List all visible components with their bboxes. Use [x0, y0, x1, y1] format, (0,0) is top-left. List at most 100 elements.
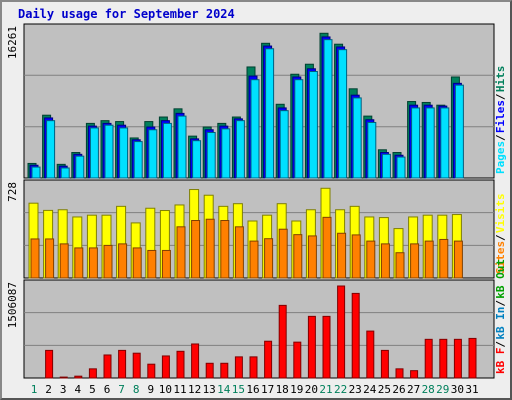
bar-top-pages-day-10: [162, 122, 172, 179]
bar-middle-sites-day-6: [103, 244, 113, 279]
x-tick-label-day-22: 22: [334, 383, 347, 396]
bar-middle-sites-day-8: [132, 247, 142, 279]
x-tick-label-day-13: 13: [203, 383, 216, 396]
bar-middle-sites-day-21: [322, 216, 332, 279]
bar-bottom-kb-f-day-31: [468, 337, 477, 379]
bar-bottom-kb-f-day-25: [380, 349, 389, 379]
x-tick-label-day-23: 23: [349, 383, 362, 396]
bar-bottom-kb-f-day-29: [439, 338, 448, 379]
x-tick-label-day-4: 4: [74, 383, 81, 396]
x-tick-label-day-2: 2: [45, 383, 52, 396]
bar-middle-sites-day-9: [147, 249, 157, 279]
bar-middle-sites-day-11: [176, 226, 186, 279]
panel-bottom-background: [23, 279, 495, 379]
legend-pages: Pages: [494, 141, 507, 174]
bar-bottom-kb-f-day-17: [264, 340, 273, 379]
legend-sites: Sites: [494, 241, 507, 274]
panel-middle-ymax-label: 728: [6, 182, 19, 202]
bar-bottom-kb-f-day-26: [395, 368, 404, 379]
x-tick-label-day-1: 1: [31, 383, 38, 396]
x-tick-label-day-10: 10: [159, 383, 172, 396]
bar-top-pages-day-23: [352, 97, 362, 179]
bar-bottom-kb-f-day-5: [88, 368, 97, 379]
bar-middle-sites-day-28: [424, 240, 434, 279]
bar-top-pages-day-29: [440, 107, 450, 179]
x-tick-label-day-21: 21: [319, 383, 332, 396]
legend-hits: Hits: [494, 66, 507, 93]
x-tick-label-day-8: 8: [133, 383, 140, 396]
x-tick-label-day-24: 24: [363, 383, 377, 396]
bar-middle-sites-day-15: [234, 226, 244, 279]
x-tick-label-day-18: 18: [276, 383, 289, 396]
legend-files: Files: [494, 100, 507, 133]
bar-middle-sites-day-20: [307, 235, 317, 279]
bar-middle-sites-day-29: [439, 238, 449, 279]
legend-kb-f: kB F: [494, 348, 507, 375]
bar-bottom-kb-f-day-10: [161, 355, 170, 379]
bar-middle-sites-day-24: [366, 240, 376, 279]
legend-separator: /: [494, 134, 507, 141]
x-tick-label-day-15: 15: [232, 383, 245, 396]
bar-middle-sites-day-23: [351, 234, 361, 279]
bar-middle-sites-day-3: [59, 243, 69, 279]
bar-bottom-kb-f-day-15: [234, 356, 243, 379]
bar-bottom-kb-f-day-8: [132, 352, 141, 379]
bar-top-pages-day-26: [396, 156, 406, 179]
bar-top-pages-day-6: [104, 124, 114, 179]
bar-top-pages-day-16: [250, 79, 260, 179]
bar-bottom-kb-f-day-4: [74, 375, 83, 379]
bar-top-pages-day-28: [425, 107, 435, 179]
bar-top-pages-day-22: [338, 49, 348, 179]
bar-bottom-kb-f-day-24: [366, 330, 375, 379]
bar-middle-sites-day-26: [395, 252, 405, 279]
x-tick-label-day-12: 12: [188, 383, 201, 396]
bar-middle-sites-day-4: [74, 247, 84, 279]
x-tick-label-day-29: 29: [436, 383, 449, 396]
bar-bottom-kb-f-day-22: [337, 285, 346, 379]
bar-bottom-kb-f-day-27: [410, 370, 419, 379]
bar-top-pages-day-1: [31, 166, 41, 179]
bar-middle-sites-day-19: [293, 234, 303, 279]
bar-middle-sites-day-12: [191, 220, 201, 279]
legend-kb-in: kB In: [494, 307, 507, 340]
bar-top-pages-day-27: [411, 107, 421, 179]
x-tick-label-day-6: 6: [104, 383, 111, 396]
bar-middle-sites-day-1: [30, 238, 40, 279]
bar-bottom-kb-f-day-6: [103, 354, 112, 379]
bar-bottom-kb-f-day-20: [307, 315, 316, 379]
bar-top-pages-day-3: [60, 167, 70, 179]
bar-top-pages-day-30: [454, 84, 464, 179]
x-tick-label-day-30: 30: [451, 383, 464, 396]
x-tick-label-day-5: 5: [89, 383, 96, 396]
x-tick-label-day-25: 25: [378, 383, 391, 396]
bar-bottom-kb-f-day-3: [59, 376, 68, 379]
bar-top-pages-day-19: [294, 79, 304, 179]
bar-top-pages-day-12: [192, 140, 202, 179]
legend-kb-out: kB Out: [494, 259, 507, 299]
panel-top-ymax-label: 16261: [6, 26, 19, 59]
x-tick-label-day-19: 19: [290, 383, 303, 396]
x-tick-label-day-16: 16: [246, 383, 259, 396]
bar-bottom-kb-f-day-16: [249, 356, 258, 379]
bar-middle-sites-day-27: [410, 243, 420, 279]
bar-bottom-kb-f-day-11: [176, 350, 185, 379]
x-tick-label-day-31: 31: [465, 383, 478, 396]
bar-top-pages-day-24: [367, 121, 377, 179]
bar-bottom-kb-f-day-9: [147, 363, 156, 379]
bar-bottom-kb-f-day-28: [424, 338, 433, 379]
bar-middle-sites-day-22: [337, 232, 347, 279]
bar-top-pages-day-2: [46, 120, 56, 179]
bar-middle-sites-day-5: [88, 247, 98, 279]
bar-top-pages-day-21: [323, 39, 333, 179]
x-tick-label-day-11: 11: [173, 383, 186, 396]
bar-top-pages-day-15: [235, 120, 245, 179]
bar-top-pages-day-17: [265, 48, 275, 179]
x-tick-label-day-27: 27: [407, 383, 420, 396]
bar-top-pages-day-13: [206, 131, 216, 179]
legend-separator: /: [494, 341, 507, 348]
x-tick-label-day-20: 20: [305, 383, 318, 396]
x-tick-label-day-26: 26: [392, 383, 405, 396]
legend-separator: /: [494, 93, 507, 100]
bar-top-pages-day-9: [148, 129, 158, 179]
x-tick-label-day-9: 9: [147, 383, 154, 396]
